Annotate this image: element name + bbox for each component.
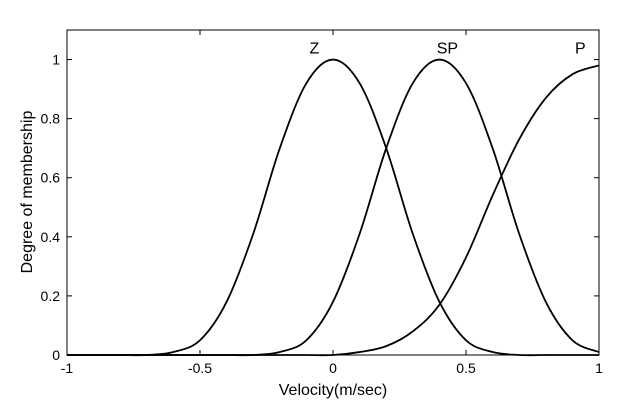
series-line-z (67, 58, 599, 357)
x-tick-label: 0 (329, 360, 337, 376)
y-tick-label: 0.8 (41, 111, 61, 127)
x-tick-label: -0.5 (188, 360, 212, 376)
y-tick-label: 1 (52, 52, 60, 68)
series-labels: Z SP P (309, 41, 585, 58)
x-tick-label: 0.5 (456, 360, 476, 376)
x-axis-label: Velocity(m/sec) (279, 382, 387, 399)
plot-frame (66, 29, 600, 356)
y-tick-label: 0.4 (41, 229, 61, 245)
y-axis-ticks: 0 0.2 0.4 0.6 0.8 1 (41, 52, 599, 363)
series-label-z: Z (309, 41, 319, 58)
x-axis-ticks: -1 -0.5 0 0.5 1 (61, 30, 603, 376)
series-label-sp: SP (437, 41, 458, 58)
series-line-p (67, 64, 600, 357)
y-tick-label: 0.6 (41, 170, 61, 186)
x-tick-label: 1 (595, 360, 603, 376)
y-tick-label: 0 (52, 347, 60, 363)
series-line-sp (67, 58, 600, 357)
y-tick-label: 0.2 (41, 288, 61, 304)
y-axis-label: Degree of membership (19, 111, 36, 274)
series-label-p: P (575, 41, 586, 58)
series-lines (67, 58, 600, 357)
x-tick-label: -1 (61, 360, 74, 376)
